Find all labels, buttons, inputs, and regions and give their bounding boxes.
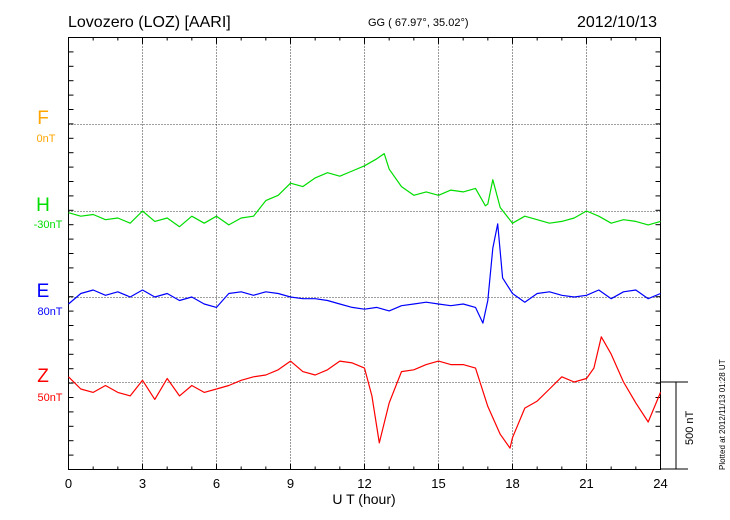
plotted-at-note: Plotted at 2012/11/13 01:28 UT — [718, 359, 727, 470]
series-line-e — [68, 223, 661, 324]
x-tick-label: 6 — [213, 476, 220, 491]
series-line-z — [68, 336, 662, 449]
x-tick-label: 12 — [357, 476, 371, 491]
scale-bar: 500 nT — [660, 381, 696, 470]
channel-baseline-f: 0nT — [37, 133, 56, 145]
x-axis: 0 3 6 9 12 15 18 21 24 — [65, 37, 668, 491]
channel-baseline-e: 80nT — [37, 306, 62, 318]
series-line-h — [68, 153, 661, 228]
channel-baseline-z: 50nT — [37, 392, 62, 404]
x-tick-label: 18 — [505, 476, 519, 491]
traces — [68, 153, 662, 449]
channel-label-e: E — [37, 281, 50, 302]
channel-label-z: Z — [37, 366, 49, 387]
x-tick-label: 21 — [579, 476, 593, 491]
grid — [68, 37, 661, 470]
channel-label-h: H — [36, 195, 50, 216]
x-tick-label: 24 — [653, 476, 667, 491]
channel-label-f: F — [37, 108, 49, 129]
station-title: Lovozero (LOZ) [AARI] — [68, 14, 231, 31]
channel-baseline-h: -30nT — [34, 219, 63, 231]
x-tick-label: 15 — [431, 476, 445, 491]
scale-bar-label: 500 nT — [684, 410, 696, 445]
coordinates-label: GG ( 67.97°, 35.02°) — [368, 17, 469, 29]
x-axis-title: U T (hour) — [332, 491, 395, 507]
date-label: 2012/10/13 — [577, 14, 657, 31]
x-tick-label: 3 — [139, 476, 146, 491]
x-tick-label: 9 — [287, 476, 294, 491]
x-tick-label: 0 — [65, 476, 72, 491]
channel-labels: F 0nT H -30nT E 80nT Z 50nT — [34, 108, 63, 404]
